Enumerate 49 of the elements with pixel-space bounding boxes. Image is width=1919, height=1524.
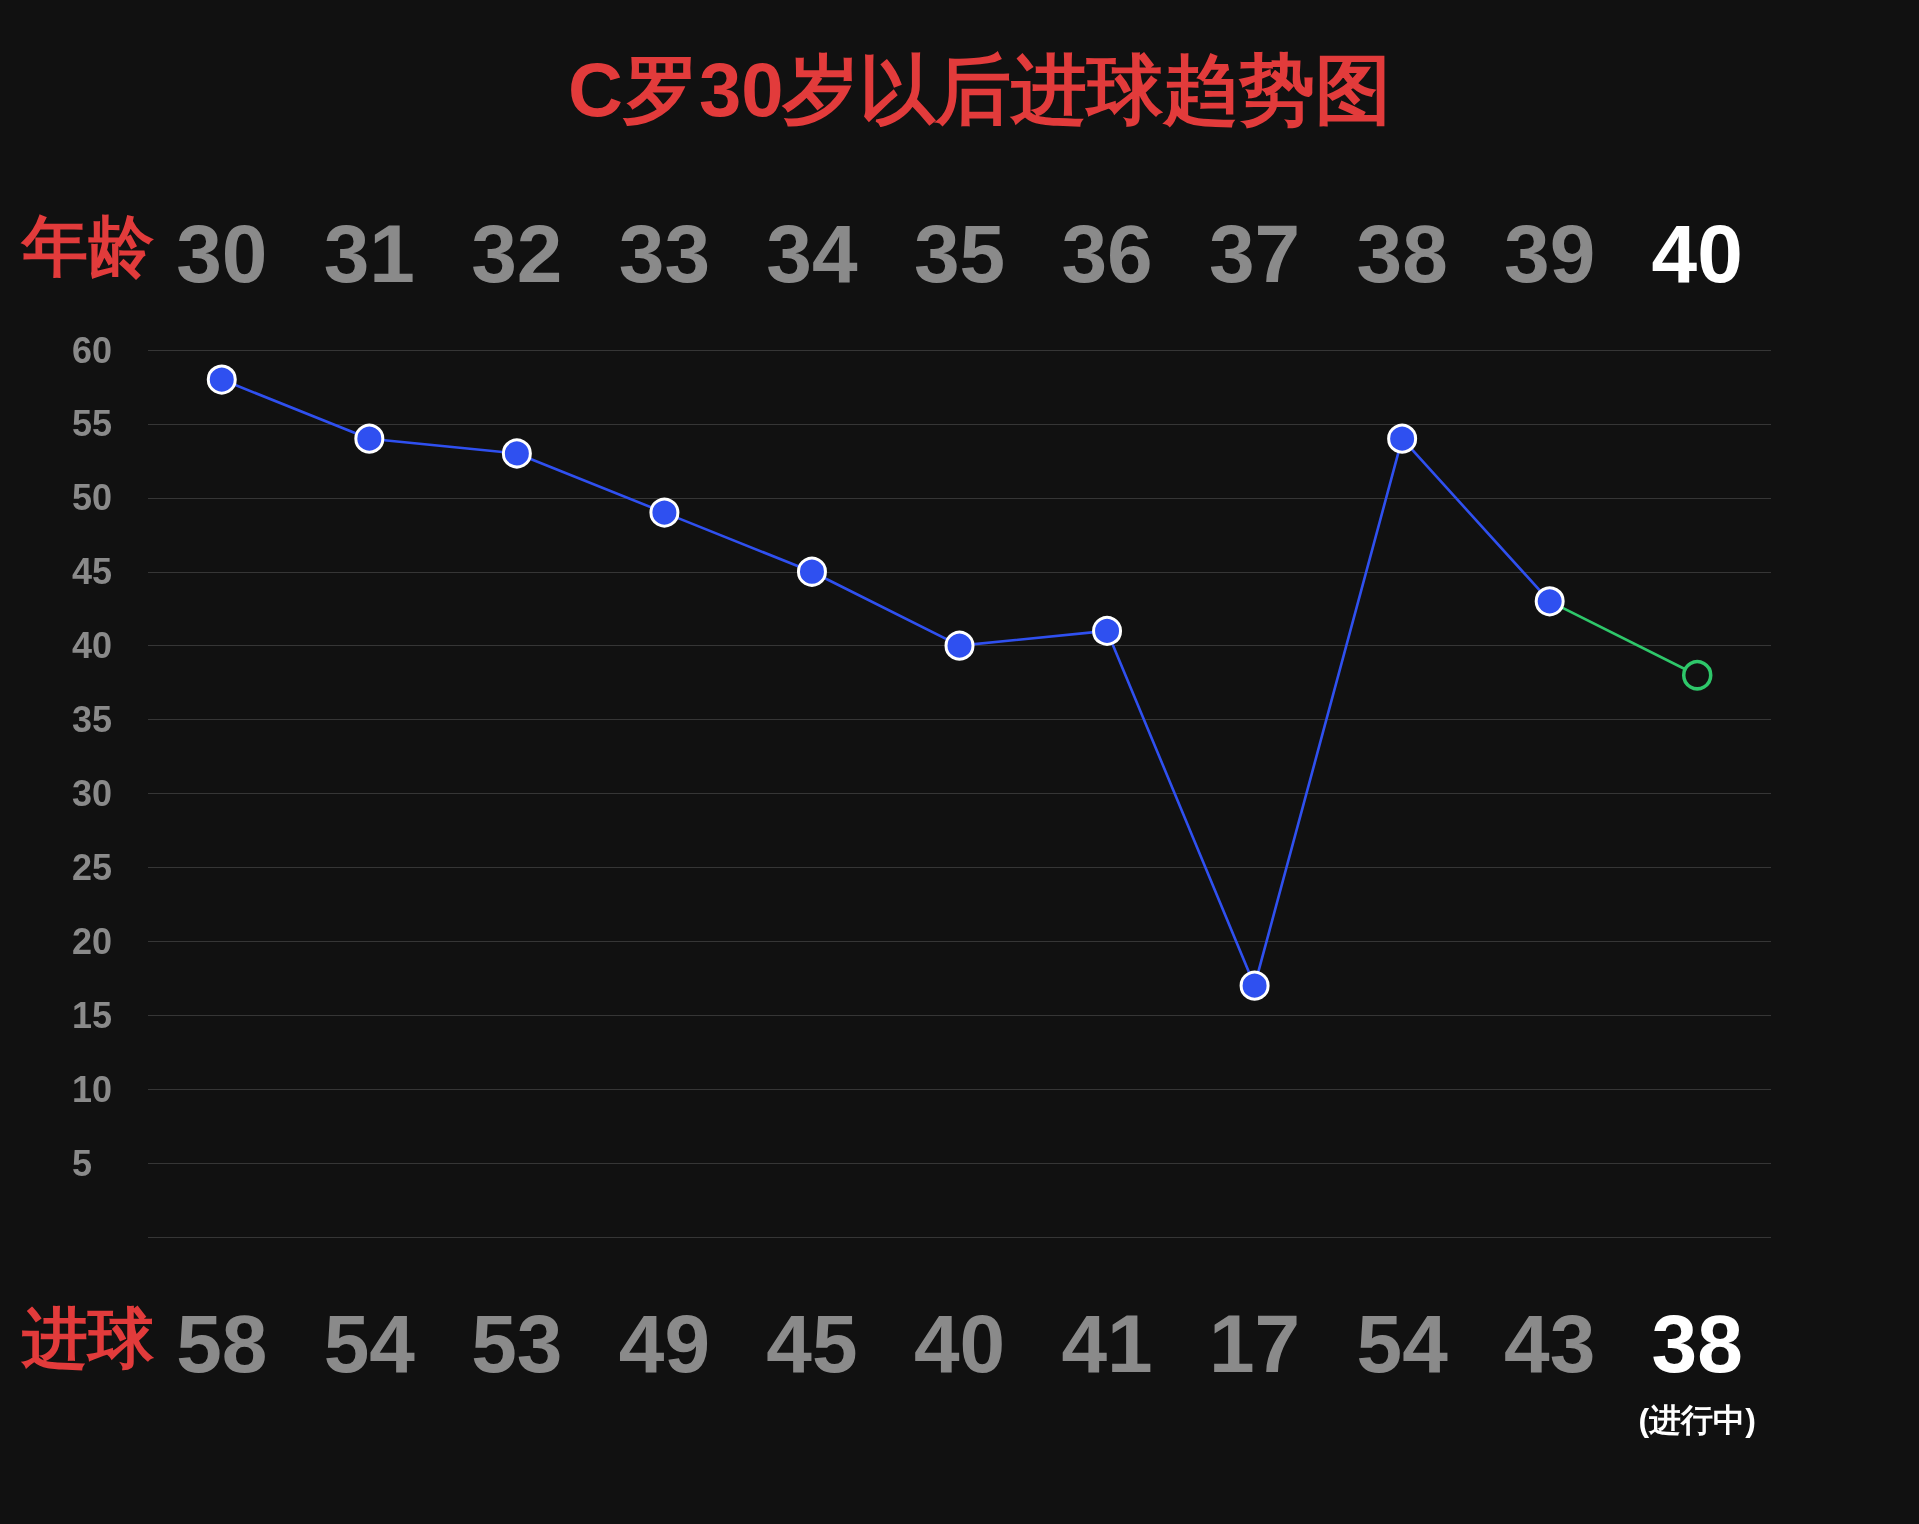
data-label: 41 — [1061, 1297, 1153, 1389]
point — [1387, 423, 1418, 454]
x-tick-label: 40 — [1651, 207, 1743, 299]
chart-title: C罗30岁以后进球趋势图 — [568, 46, 1392, 132]
x-axis-title: 年龄 — [20, 209, 154, 283]
point — [1092, 615, 1123, 646]
y-tick-label: 30 — [72, 773, 113, 814]
point — [1534, 586, 1565, 617]
x-tick-label: 36 — [1061, 207, 1153, 299]
y-tick-label: 5 — [72, 1142, 93, 1184]
y-tick-label: 15 — [72, 994, 113, 1036]
x-tick-label: 33 — [618, 207, 711, 299]
data-label: 17 — [1208, 1297, 1301, 1389]
y-axis-title: 进球 — [20, 1301, 155, 1375]
data-label: 38 — [1651, 1297, 1743, 1389]
y-tick-label: 20 — [72, 920, 113, 962]
y-tick-label: 40 — [72, 625, 113, 667]
y-tick-label: 45 — [72, 551, 113, 593]
point — [1682, 659, 1713, 691]
point — [501, 438, 532, 469]
x-tick-label: 39 — [1504, 207, 1596, 299]
y-tick-label: 55 — [72, 403, 113, 445]
y-tick-label: 60 — [72, 329, 113, 371]
data-label: 40 — [913, 1297, 1006, 1389]
point — [796, 556, 827, 587]
x-tick-label: 30 — [176, 207, 268, 299]
data-label: 54 — [1356, 1297, 1449, 1389]
x-tick-label: 38 — [1356, 207, 1448, 299]
y-tick-label: 25 — [72, 846, 113, 888]
data-label: 58 — [176, 1297, 268, 1389]
data-label: 49 — [618, 1297, 711, 1389]
point — [1239, 970, 1270, 1001]
x-tick-label: 34 — [766, 207, 858, 299]
data-label: 53 — [471, 1297, 563, 1389]
point — [649, 497, 680, 528]
text: (进行中) — [1638, 1402, 1756, 1438]
y-tick-label: 10 — [72, 1068, 113, 1110]
point — [944, 630, 975, 661]
data-label: 54 — [323, 1297, 416, 1389]
y-tick-label: 35 — [72, 699, 113, 741]
data-label: 45 — [766, 1297, 858, 1389]
x-tick-label: 32 — [471, 207, 563, 299]
y-tick-label: 50 — [72, 477, 113, 519]
x-tick-label: 35 — [913, 207, 1006, 299]
point — [206, 364, 237, 395]
point — [354, 423, 385, 454]
x-tick-label: 37 — [1208, 207, 1301, 299]
x-tick-label: 31 — [323, 207, 415, 299]
data-label: 43 — [1504, 1297, 1596, 1389]
